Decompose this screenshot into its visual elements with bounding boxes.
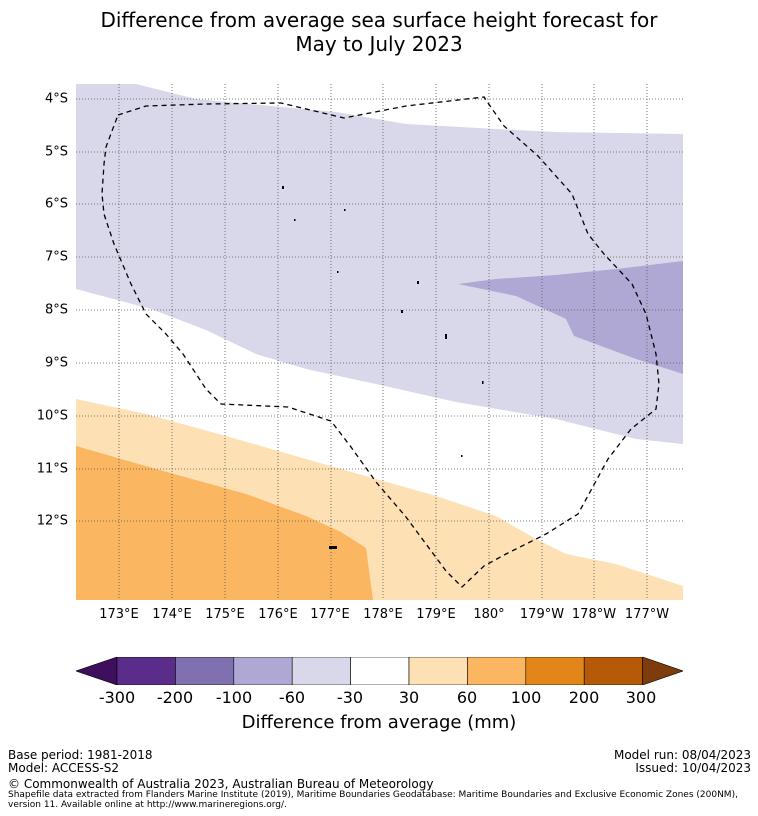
- colorbar-tick-label: 100: [510, 688, 542, 707]
- map-plot: [76, 84, 683, 600]
- colorbar-segment: [350, 657, 410, 685]
- copyright: © Commonwealth of Australia 2023, Austra…: [8, 777, 434, 791]
- lon-label: 174°E: [152, 607, 192, 622]
- lat-label: 12°S: [36, 513, 68, 529]
- lat-label: 8°S: [44, 302, 68, 318]
- lon-label: 180°: [473, 607, 505, 622]
- colorbar-segment: [583, 657, 643, 685]
- colorbar-tick-label: -100: [215, 688, 253, 707]
- lat-label: 7°S: [44, 249, 68, 265]
- colorbar-over-arrow: [642, 657, 683, 685]
- lat-label: 9°S: [44, 355, 68, 371]
- colorbar-tick-label: -30: [336, 688, 364, 707]
- base-period: Base period: 1981-2018: [8, 748, 153, 762]
- lat-label: 11°S: [36, 461, 68, 477]
- colorbar-segment: [408, 657, 468, 685]
- colorbar-tick-label: 300: [625, 688, 657, 707]
- colorbar-segment: [116, 657, 176, 685]
- model-name: Model: ACCESS-S2: [8, 761, 120, 775]
- colorbar: [76, 657, 683, 685]
- colorbar-segment: [233, 657, 293, 685]
- lon-label: 173°E: [99, 607, 139, 622]
- colorbar-title: Difference from average (mm): [241, 712, 517, 733]
- lon-label: 178°E: [363, 607, 403, 622]
- lon-label: 179°W: [519, 607, 565, 622]
- contour-60-patch: [76, 446, 373, 600]
- lat-label: 4°S: [44, 91, 68, 107]
- islands: [282, 186, 484, 549]
- colorbar-tick-label: -300: [98, 688, 136, 707]
- colorbar-segment: [175, 657, 235, 685]
- colorbar-segment: [291, 657, 351, 685]
- contour-minus30-band: [76, 84, 683, 444]
- colorbar-segment: [525, 657, 585, 685]
- eez-boundary: [101, 96, 660, 588]
- contour-minus60-patch: [458, 261, 683, 374]
- lon-label: 178°W: [571, 607, 617, 622]
- colorbar-tick-label: 30: [398, 688, 420, 707]
- lon-label: 175°E: [205, 607, 245, 622]
- colorbar-tick-label: -60: [278, 688, 306, 707]
- issued-date: Issued: 10/04/2023: [635, 761, 751, 775]
- colorbar-tick-label: -200: [156, 688, 194, 707]
- lat-label: 6°S: [44, 196, 68, 212]
- colorbar-under-arrow: [76, 657, 118, 685]
- title-line-2: May to July 2023: [295, 32, 463, 56]
- colorbar-segment: [467, 657, 527, 685]
- chart-title: Difference from average sea surface heig…: [0, 8, 758, 56]
- lon-label: 177°E: [310, 607, 350, 622]
- gridlines: [76, 84, 683, 600]
- colorbar-tick-label: 60: [456, 688, 478, 707]
- lat-label: 10°S: [36, 408, 68, 424]
- lon-label: 179°E: [416, 607, 456, 622]
- shapefile-credit: Shapefile data extracted from Flanders M…: [8, 790, 738, 810]
- lat-label: 5°S: [44, 144, 68, 160]
- model-run: Model run: 08/04/2023: [613, 748, 751, 762]
- title-line-1: Difference from average sea surface heig…: [100, 8, 658, 32]
- colorbar-tick-label: 200: [568, 688, 600, 707]
- lon-label: 176°E: [258, 607, 298, 622]
- lon-label: 177°W: [624, 607, 670, 622]
